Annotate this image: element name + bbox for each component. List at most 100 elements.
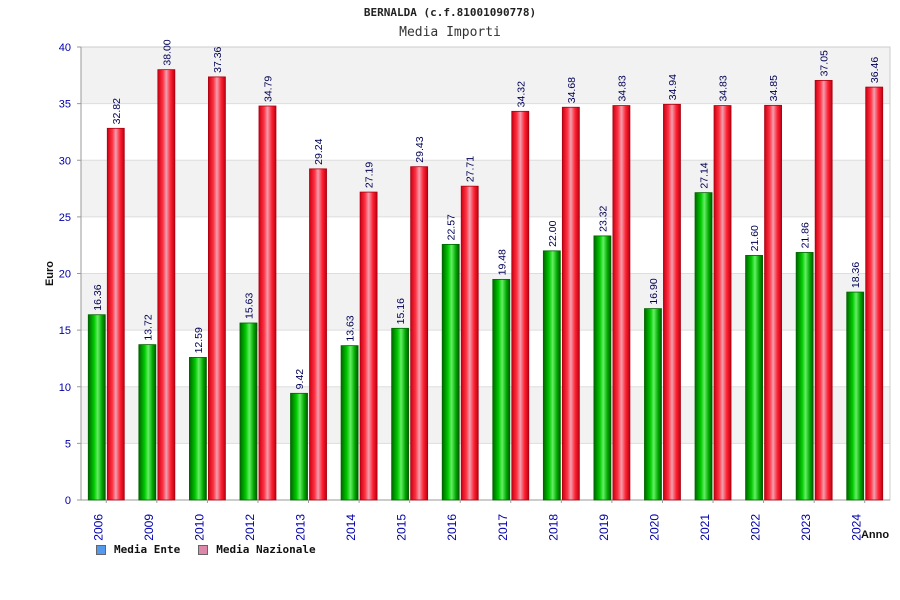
- data-label: 21.86: [800, 222, 812, 248]
- y-tick-label: 5: [65, 438, 71, 450]
- x-tick-label: 2015: [395, 514, 409, 541]
- x-tick-label: 2023: [799, 514, 813, 541]
- data-label: 34.83: [718, 75, 730, 101]
- bar-media-ente: [87, 314, 106, 501]
- x-tick-label: 2012: [243, 514, 257, 541]
- x-tick-label: 2009: [142, 514, 156, 541]
- bar-media-nazionale: [511, 110, 530, 501]
- data-label: 19.48: [496, 249, 508, 275]
- bar-media-nazionale: [309, 168, 327, 501]
- bar-media-nazionale: [460, 185, 479, 501]
- bar-media-ente: [138, 344, 157, 501]
- data-label: 16.36: [92, 284, 104, 310]
- y-tick-label: 0: [65, 495, 71, 507]
- bar-media-nazionale: [359, 191, 378, 501]
- data-label: 34.32: [515, 81, 527, 107]
- x-tick-label: 2016: [445, 514, 459, 541]
- y-tick-label: 25: [59, 212, 71, 224]
- bar-media-nazionale: [612, 105, 631, 501]
- data-label: 27.19: [364, 162, 376, 188]
- bar-media-ente: [846, 291, 865, 501]
- bar-media-ente: [644, 308, 662, 501]
- bar-media-nazionale: [713, 105, 732, 501]
- bar-media-ente: [593, 235, 612, 501]
- data-label: 15.63: [243, 293, 255, 319]
- bar-media-nazionale: [764, 104, 782, 501]
- bar-media-ente: [542, 250, 561, 501]
- bar-media-nazionale: [561, 106, 580, 501]
- data-label: 27.14: [699, 162, 711, 188]
- legend: Media Ente Media Nazionale: [96, 543, 316, 556]
- bar-media-ente: [391, 327, 410, 501]
- bar-media-ente: [795, 252, 814, 501]
- x-tick-label: 2018: [546, 514, 560, 541]
- bar-media-nazionale: [410, 166, 429, 501]
- bar-media-nazionale: [157, 69, 176, 501]
- bar-media-ente: [290, 392, 308, 501]
- y-axis-label: Euro: [44, 261, 56, 286]
- x-tick-label: 2010: [192, 514, 206, 541]
- x-axis-label: Anno: [861, 529, 889, 541]
- data-label: 34.68: [566, 77, 578, 103]
- chart-title: BERNALDA (c.f.81001090778): [363, 6, 537, 19]
- data-label: 22.57: [446, 214, 458, 240]
- bar-media-ente: [694, 192, 713, 501]
- data-label: 34.85: [768, 75, 780, 101]
- x-tick-label: 2024: [850, 514, 864, 541]
- data-label: 27.71: [465, 156, 477, 182]
- data-label: 16.90: [648, 278, 660, 304]
- data-label: 34.79: [262, 76, 274, 102]
- data-label: 23.32: [597, 205, 609, 231]
- data-label: 34.94: [667, 74, 679, 100]
- data-label: 32.82: [111, 98, 123, 124]
- legend-item-media-nazionale: Media Nazionale: [198, 543, 316, 556]
- data-label: 38.00: [161, 39, 173, 65]
- data-label: 9.42: [294, 369, 306, 390]
- x-tick-label: 2017: [496, 514, 510, 541]
- data-label: 29.24: [313, 138, 325, 164]
- x-tick-label: 2013: [294, 514, 308, 541]
- data-label: 12.59: [193, 327, 205, 353]
- x-tick-label: 2020: [647, 514, 661, 541]
- legend-swatch-media-ente: [96, 544, 106, 555]
- bar-media-nazionale: [663, 103, 681, 501]
- y-tick-label: 20: [59, 269, 71, 281]
- x-tick-label: 2006: [91, 514, 105, 541]
- x-tick-label: 2021: [698, 514, 712, 541]
- y-tick-label: 40: [59, 42, 71, 54]
- data-label: 37.05: [819, 50, 831, 76]
- data-label: 37.36: [212, 46, 224, 72]
- data-label: 15.16: [395, 298, 407, 324]
- x-tick-label: 2022: [749, 514, 763, 541]
- bar-media-ente: [745, 254, 763, 501]
- legend-item-media-ente: Media Ente: [96, 543, 180, 556]
- x-tick-label: 2014: [344, 514, 358, 541]
- legend-label-media-nazionale: Media Nazionale: [216, 543, 316, 556]
- bar-media-ente: [441, 243, 460, 501]
- y-tick-label: 10: [59, 382, 71, 394]
- bar-media-ente: [492, 278, 511, 501]
- chart-subtitle: Media Importi: [399, 25, 501, 40]
- bar-media-nazionale: [865, 86, 884, 501]
- bar-media-ente: [239, 322, 258, 501]
- y-tick-label: 15: [59, 325, 71, 337]
- data-label: 13.72: [142, 314, 154, 340]
- data-label: 18.36: [850, 262, 862, 288]
- y-tick-label: 35: [59, 99, 71, 111]
- data-label: 29.43: [414, 136, 426, 162]
- bar-media-nazionale: [814, 80, 833, 501]
- data-label: 21.60: [749, 225, 761, 251]
- bar-media-ente: [189, 357, 207, 501]
- bar-media-nazionale: [106, 127, 125, 501]
- legend-label-media-ente: Media Ente: [114, 543, 181, 556]
- x-tick-label: 2019: [597, 514, 611, 541]
- data-label: 34.83: [616, 75, 628, 101]
- data-label: 36.46: [869, 57, 881, 83]
- data-label: 13.63: [345, 315, 357, 341]
- bar-media-nazionale: [258, 105, 277, 501]
- legend-swatch-media-nazionale: [198, 544, 209, 555]
- data-label: 22.00: [547, 220, 559, 246]
- bar-media-ente: [340, 345, 359, 501]
